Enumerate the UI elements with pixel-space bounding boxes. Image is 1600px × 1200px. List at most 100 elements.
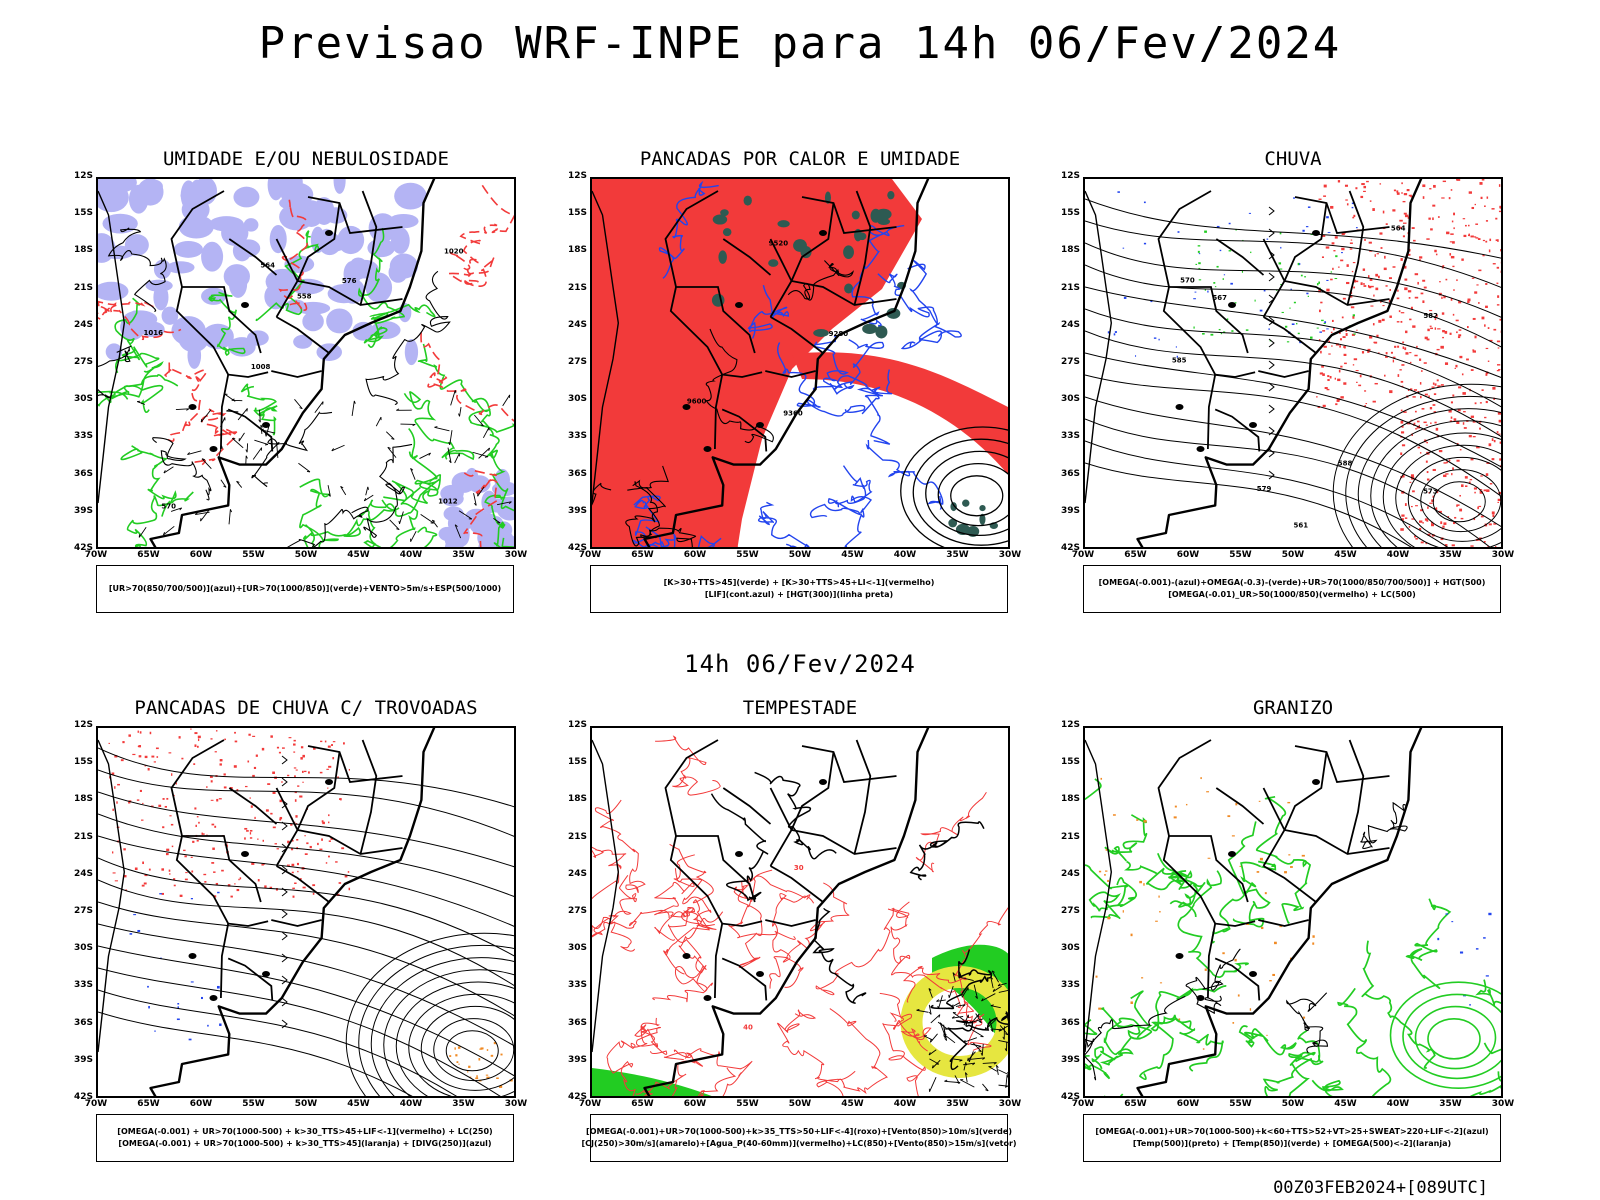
- longitude-tick-label: 40W: [399, 1099, 423, 1109]
- latitude-tick-label: 33S: [1060, 431, 1080, 442]
- longitude-tick-label: 30W: [504, 1099, 528, 1109]
- temp500-contours: [1085, 802, 1408, 1081]
- latitude-tick-label: 12S: [73, 720, 93, 730]
- panel-title: PANCADAS DE CHUVA C/ TROVOADAS: [134, 697, 478, 719]
- longitude-tick-label: 30W: [1491, 1099, 1515, 1109]
- rain-ocean-area: [1400, 407, 1501, 547]
- thickness-contours: [98, 184, 514, 547]
- map-canvas: [98, 728, 514, 1096]
- longitude-tick-label: 70W: [1071, 550, 1095, 560]
- longitude-tick-label: 45W: [841, 550, 864, 560]
- contour-label: 570: [161, 502, 176, 510]
- longitude-tick-label: 60W: [1176, 1099, 1200, 1109]
- latitude-tick-label: 30S: [1060, 943, 1080, 954]
- panel-legend: [UR>70(850/700/500)](azul)+[UR>70(1000/8…: [96, 565, 514, 613]
- longitude-tick-label: 35W: [452, 550, 475, 560]
- longitude-tick-label: 50W: [788, 550, 812, 560]
- temp850-ring: [1389, 981, 1501, 1089]
- map-canvas: 40 30: [592, 728, 1008, 1096]
- contour-label: 561: [1294, 522, 1309, 530]
- contour-label: 9600: [687, 397, 707, 405]
- latitude-tick-label: 42S: [1060, 543, 1080, 553]
- coastline: [1085, 179, 1423, 547]
- longitude-tick-label: 45W: [347, 1099, 370, 1109]
- latitude-tick-label: 12S: [567, 720, 587, 730]
- legend-line: [OMEGA(-0.001)+UR>70(1000-500)+k>35_TTS>…: [586, 1127, 1012, 1136]
- longitude-tick-label: 60W: [189, 550, 213, 560]
- longitude-tick-label: 60W: [683, 550, 707, 560]
- latitude-tick-label: 27S: [567, 357, 587, 367]
- legend-line: [OMEGA(-0.001) + UR>70(1000-500) + k>30_…: [117, 1127, 493, 1136]
- political-borders: [664, 190, 897, 452]
- latitude-tick-label: 33S: [1060, 980, 1080, 991]
- longitude-tick-label: 70W: [578, 550, 602, 560]
- latitude-tick-label: 30S: [567, 943, 587, 954]
- longitude-tick-label: 70W: [84, 1099, 108, 1109]
- latitude-tick-label: 27S: [73, 357, 93, 367]
- hgt300-low: [900, 426, 1008, 547]
- longitude-tick-label: 55W: [736, 1099, 759, 1109]
- contour-label: 576: [342, 277, 357, 285]
- latitude-tick-label: 18S: [73, 794, 93, 805]
- latitude-tick-label: 39S: [73, 1054, 93, 1065]
- latitude-tick-label: 39S: [567, 505, 587, 516]
- longitude-tick-label: 35W: [1439, 1099, 1462, 1109]
- panel-title: GRANIZO: [1252, 697, 1334, 719]
- latitude-tick-label: 36S: [73, 468, 93, 479]
- longitude-tick-label: 70W: [84, 550, 108, 560]
- latitude-tick-label: 36S: [73, 1017, 93, 1028]
- coastline: [592, 728, 930, 1096]
- contour-label: 30: [794, 864, 804, 872]
- latitude-tick-label: 42S: [567, 543, 587, 553]
- latitude-tick-label: 39S: [73, 505, 93, 516]
- latitude-tick-label: 24S: [73, 868, 93, 879]
- weather-map-panel-2: 9600 9520 9360 9280: [590, 177, 1010, 549]
- longitude-tick-label: 35W: [452, 1099, 475, 1109]
- omega500-area: [1095, 777, 1315, 1050]
- longitude-tick-label: 65W: [631, 1099, 654, 1109]
- latitude-tick-label: 12S: [73, 171, 93, 181]
- lakes: [188, 230, 333, 452]
- coastline: [98, 179, 436, 547]
- legend-line: [CJ(250)>30m/s](amarelo)+[Agua_P(40-60mm…: [581, 1139, 1017, 1148]
- latitude-tick-label: 33S: [567, 431, 587, 442]
- longitude-tick-label: 30W: [998, 1099, 1022, 1109]
- hgt300-contours: [592, 260, 854, 547]
- political-borders: [170, 739, 403, 1001]
- lakes: [1175, 230, 1320, 452]
- latitude-tick-label: 15S: [73, 208, 93, 219]
- longitude-tick-label: 70W: [578, 1099, 602, 1109]
- longitude-tick-label: 40W: [399, 550, 423, 560]
- longitude-tick-label: 30W: [1491, 550, 1515, 560]
- legend-line: [UR>70(850/700/500)](azul)+[UR>70(1000/8…: [108, 584, 502, 593]
- contour-label: 9520: [769, 240, 789, 248]
- latitude-tick-label: 36S: [1060, 468, 1080, 479]
- legend-line: [OMEGA(-0.001)-(azul)+OMEGA(-0.3)-(verde…: [1098, 578, 1486, 587]
- latitude-tick-label: 18S: [567, 245, 587, 256]
- weather-map-panel-5: 40 30: [590, 726, 1010, 1098]
- latitude-tick-label: 18S: [567, 794, 587, 805]
- streamlines-250hpa: [98, 747, 514, 1096]
- political-borders: [664, 739, 897, 1001]
- legend-line: [Temp(500)](preto) + [Temp(850)](verde) …: [1132, 1139, 1452, 1148]
- coastline: [98, 728, 436, 1096]
- contour-label: 567: [1212, 294, 1227, 302]
- map-canvas: 1012 1016 1020 1008 576 570 564 558: [98, 179, 514, 547]
- longitude-tick-label: 40W: [893, 1099, 917, 1109]
- streamlines-850: [710, 771, 1008, 1071]
- contour-label: 1016: [143, 329, 163, 337]
- weather-map-panel-4: [96, 726, 516, 1098]
- legend-line: [OMEGA(-0.001)+UR>70(1000-500)+k<60+TTS>…: [1095, 1127, 1489, 1136]
- latitude-tick-label: 36S: [567, 468, 587, 479]
- contour-label: 1012: [438, 497, 458, 505]
- legend-line: [OMEGA(-0.01)_UR>50(1000/850)(vermelho) …: [1168, 590, 1416, 599]
- latitude-tick-label: 21S: [73, 831, 93, 842]
- latitude-tick-label: 15S: [567, 757, 587, 768]
- political-borders: [1157, 739, 1390, 1001]
- latitude-tick-label: 42S: [73, 1092, 93, 1102]
- convective-instability-area: [592, 179, 922, 547]
- latitude-tick-label: 21S: [1060, 282, 1080, 293]
- hgt500-contours-vortex: [1332, 383, 1501, 547]
- longitude-tick-label: 60W: [189, 1099, 213, 1109]
